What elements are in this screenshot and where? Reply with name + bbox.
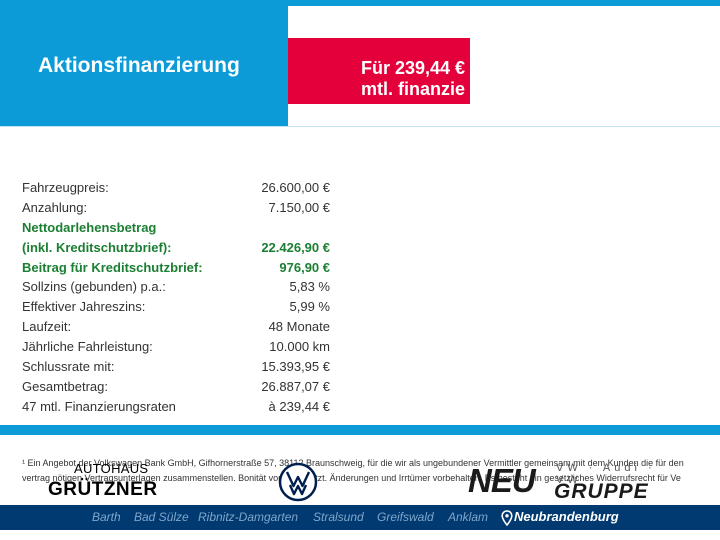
row-value: 976,90 € xyxy=(279,259,330,275)
financing-table: Fahrzeugpreis: 26.600,00 € Anzahlung: 7.15… xyxy=(22,178,330,417)
financing-row: Laufzeit: 48 Monate xyxy=(22,317,330,337)
financing-row: Fahrzeugpreis: 26.600,00 € xyxy=(22,178,330,198)
top-accent-strip xyxy=(0,0,720,6)
financing-row-highlight: Nettodarlehensbetrag xyxy=(22,218,330,238)
promo-line-1: Für 239,44 € xyxy=(361,58,466,78)
legal-footnote: ¹ Ein Angebot der Volkswagen Bank GmbH, … xyxy=(22,456,720,488)
brand-marks: VW · Audi · VW xyxy=(556,462,656,486)
location-neubrandenburg[interactable]: Neubrandenburg xyxy=(514,509,619,524)
row-value: 15.393,95 € xyxy=(261,359,330,375)
row-label: 47 mtl. Finanzierungsraten xyxy=(22,398,176,414)
location-greifswald[interactable]: Greifswald xyxy=(377,510,434,524)
location-stralsund[interactable]: Stralsund xyxy=(313,510,364,524)
neu-wordmark: NEU xyxy=(468,462,536,499)
financing-row: Gesamtbetrag: 26.887,07 € xyxy=(22,377,330,397)
promo-text: Für 239,44 € mtl. finanzie xyxy=(361,58,465,100)
row-value: 5,99 % xyxy=(289,299,330,315)
header-divider xyxy=(0,126,720,127)
footnote-line-1: ¹ Ein Angebot der Volkswagen Bank GmbH, … xyxy=(22,458,684,468)
location-bar: Barth Bad Sülze Ribnitz-Damgarten Strals… xyxy=(0,505,720,530)
row-value: à 239,44 € xyxy=(268,398,330,414)
financing-row: Effektiver Jahreszins: 5,99 % xyxy=(22,297,330,317)
row-value: 10.000 km xyxy=(269,339,330,355)
row-value: 5,83 % xyxy=(289,279,330,295)
location-bad-suelze[interactable]: Bad Sülze xyxy=(134,510,189,524)
financing-row-highlight: Beitrag für Kreditschutzbrief: 976,90 € xyxy=(22,258,330,278)
location-ribnitz-damgarten[interactable]: Ribnitz-Damgarten xyxy=(198,510,299,524)
row-label: Gesamtbetrag: xyxy=(22,378,108,394)
promo-banner: Für 239,44 € mtl. finanzie xyxy=(288,38,470,104)
row-value: 48 Monate xyxy=(268,319,330,335)
title-panel: Aktionsfinanzierung xyxy=(0,6,288,126)
row-label: Schlussrate mit: xyxy=(22,359,115,375)
location-barth[interactable]: Barth xyxy=(92,510,121,524)
vw-logo-icon xyxy=(278,462,318,502)
financing-row: Schlussrate mit: 15.393,95 € xyxy=(22,357,330,377)
row-label: Fahrzeugpreis: xyxy=(22,180,109,195)
gruppe-wordmark: GRUPPE xyxy=(554,480,649,503)
neu-gruppe-logo: NEU VW · Audi · VW GRUPPE xyxy=(468,460,668,504)
row-label: Laufzeit: xyxy=(22,319,72,335)
financing-row: 47 mtl. Finanzierungsraten à 239,44 € xyxy=(22,397,330,417)
footnote-line-2: vertrag nötigen Vertragsunterlagen zusam… xyxy=(22,473,681,483)
dealer-logo-line-1: AUTOHAUS xyxy=(74,461,149,476)
promo-line-2: mtl. finanzie xyxy=(361,79,466,99)
row-value: 7.150,00 € xyxy=(268,199,330,215)
row-label: Effektiver Jahreszins: xyxy=(22,299,146,315)
bottom-margin xyxy=(0,530,720,540)
dealer-logo-line-2: GRÜTZNER xyxy=(48,479,158,500)
row-label: Anzahlung: xyxy=(22,199,88,215)
row-label: Sollzins (gebunden) p.a.: xyxy=(22,279,166,295)
row-value: 26.887,07 € xyxy=(261,378,330,394)
row-label: Nettodarlehensbetrag xyxy=(22,219,157,235)
row-label: Jährliche Fahrleistung: xyxy=(22,339,153,355)
financing-row-highlight: (inkl. Kreditschutzbrief): 22.426,90 € xyxy=(22,238,330,258)
map-pin-icon xyxy=(501,510,513,526)
financing-row: Sollzins (gebunden) p.a.: 5,83 % xyxy=(22,277,330,297)
row-label: (inkl. Kreditschutzbrief): xyxy=(22,239,172,255)
row-value: 22.426,90 € xyxy=(261,239,330,255)
financing-row: Jährliche Fahrleistung: 10.000 km xyxy=(22,337,330,357)
row-value: 26.600,00 € xyxy=(261,180,330,195)
financing-row: Anzahlung: 7.150,00 € xyxy=(22,198,330,218)
footer-divider-bar xyxy=(0,425,720,435)
row-label: Beitrag für Kreditschutzbrief: xyxy=(22,259,203,275)
location-anklam[interactable]: Anklam xyxy=(448,510,489,524)
dealer-logo: AUTOHAUS GRÜTZNER xyxy=(48,460,188,502)
page-title: Aktionsfinanzierung xyxy=(38,54,240,77)
